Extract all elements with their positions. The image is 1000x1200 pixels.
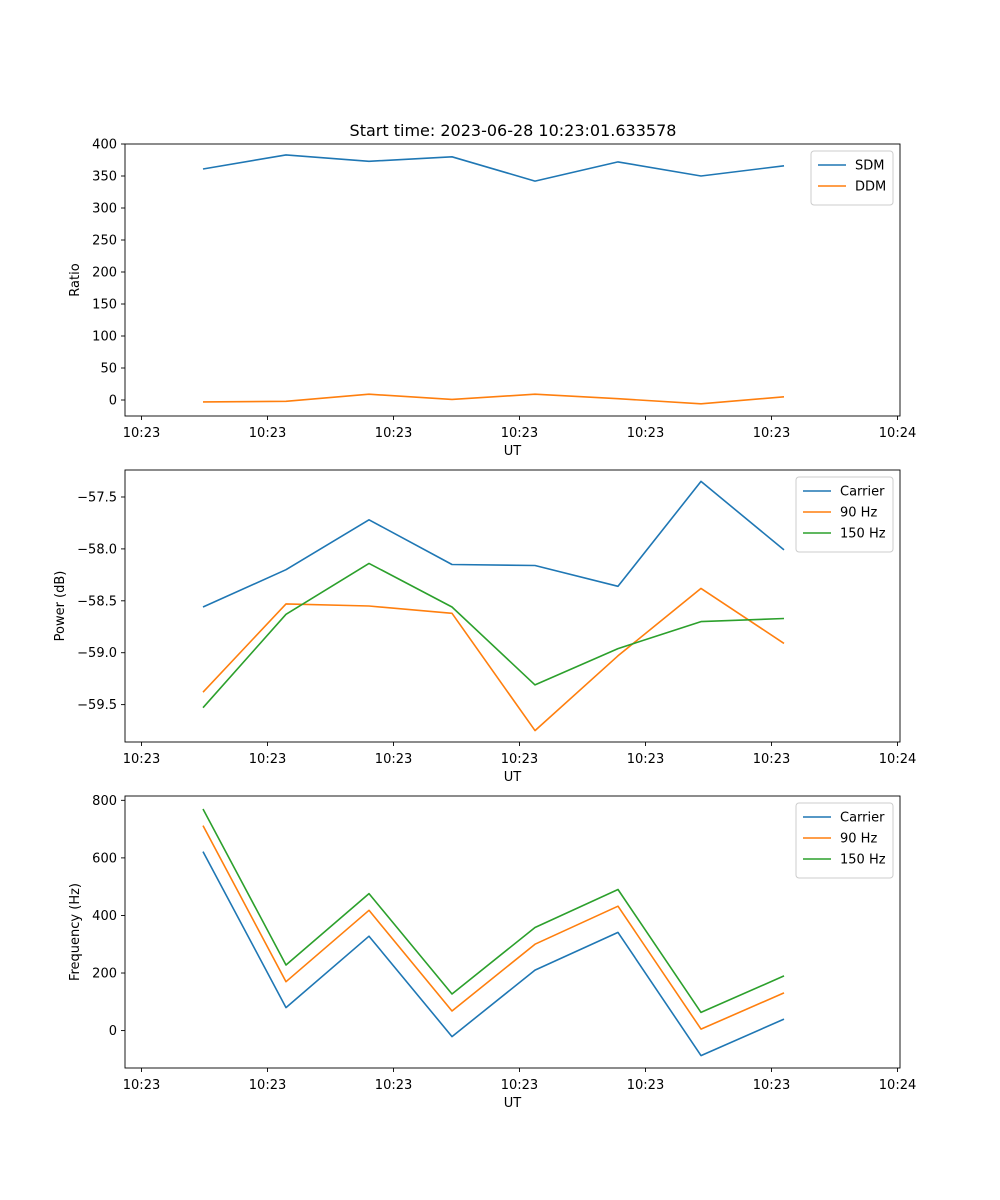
y-tick-label: −59.5	[77, 698, 117, 713]
x-tick-label: 10:23	[249, 1078, 286, 1093]
y-tick-label: 0	[109, 1024, 117, 1039]
series-line-150-hz	[202, 808, 785, 1014]
x-tick-label: 10:23	[375, 1078, 412, 1093]
x-tick-label: 10:23	[375, 426, 412, 441]
legend-label: Carrier	[840, 485, 885, 500]
legend-label: Carrier	[840, 811, 885, 826]
y-tick-label: 200	[92, 266, 117, 281]
plot-frame	[124, 143, 901, 417]
y-tick-label: −57.5	[77, 490, 117, 505]
y-tick-label: 200	[92, 967, 117, 982]
legend-label: 90 Hz	[840, 832, 877, 847]
panels: 10:23 10:23 10:23 10:23 10:23 10:23 10:24 0 50 10…	[53, 138, 916, 1112]
x-tick-label: 10:23	[123, 752, 160, 767]
y-tick-label: 0	[109, 394, 117, 409]
x-tick-label: 10:23	[753, 1078, 790, 1093]
legend-label: 90 Hz	[840, 506, 877, 521]
x-tick-label: 10:23	[627, 752, 664, 767]
y-tick-label: 250	[92, 234, 117, 249]
series-line-sdm	[202, 154, 785, 182]
y-axis-label: Power (dB)	[53, 571, 68, 642]
x-tick-label: 10:23	[123, 426, 160, 441]
y-tick-label: 600	[92, 851, 117, 866]
y-tick-label: 150	[92, 298, 117, 313]
plot-frame	[124, 795, 901, 1069]
y-tick-label: 400	[92, 909, 117, 924]
x-tick-label: 10:24	[879, 1078, 916, 1093]
x-tick-label: 10:24	[879, 752, 916, 767]
series-line-90-hz	[202, 825, 785, 1030]
y-tick-label: 400	[92, 138, 117, 153]
x-axis-label: UT	[504, 770, 522, 785]
y-tick-label: 800	[92, 794, 117, 809]
y-tick-label: 50	[100, 362, 117, 377]
x-tick-label: 10:23	[627, 1078, 664, 1093]
x-tick-label: 10:24	[879, 426, 916, 441]
x-tick-label: 10:23	[753, 752, 790, 767]
legend-label: 150 Hz	[840, 527, 886, 542]
x-tick-label: 10:23	[249, 752, 286, 767]
x-tick-label: 10:23	[753, 426, 790, 441]
panel-2: 10:23 10:23 10:23 10:23 10:23 10:23 10:24 −59.5…	[53, 469, 916, 785]
figure-title: Start time: 2023-06-28 10:23:01.633578	[350, 121, 677, 140]
series-line-carrier	[202, 851, 785, 1057]
y-tick-label: −58.5	[77, 594, 117, 609]
series-line-90-hz	[202, 587, 785, 732]
x-tick-label: 10:23	[501, 426, 538, 441]
x-axis-label: UT	[504, 444, 522, 459]
panel-1: 10:23 10:23 10:23 10:23 10:23 10:23 10:24 0 50 10…	[68, 138, 916, 460]
series-line-carrier	[202, 480, 785, 608]
x-tick-label: 10:23	[627, 426, 664, 441]
y-tick-label: −59.0	[77, 646, 117, 661]
x-tick-label: 10:23	[501, 752, 538, 767]
x-tick-label: 10:23	[249, 426, 286, 441]
x-tick-label: 10:23	[501, 1078, 538, 1093]
series-line-150-hz	[202, 562, 785, 709]
series-line-ddm	[202, 393, 785, 405]
y-axis-label: Ratio	[68, 263, 83, 296]
legend-label: SDM	[855, 159, 884, 174]
x-axis-label: UT	[504, 1096, 522, 1111]
y-tick-label: −58.0	[77, 542, 117, 557]
panel-3: 10:23 10:23 10:23 10:23 10:23 10:23 10:24 0 200 4…	[68, 794, 916, 1111]
x-tick-label: 10:23	[375, 752, 412, 767]
y-axis-label: Frequency (Hz)	[68, 883, 83, 981]
plot-frame	[124, 469, 901, 743]
legend-label: DDM	[855, 180, 886, 195]
y-tick-label: 350	[92, 170, 117, 185]
y-tick-label: 100	[92, 330, 117, 345]
x-tick-label: 10:23	[123, 1078, 160, 1093]
legend-label: 150 Hz	[840, 853, 886, 868]
y-tick-label: 300	[92, 202, 117, 217]
